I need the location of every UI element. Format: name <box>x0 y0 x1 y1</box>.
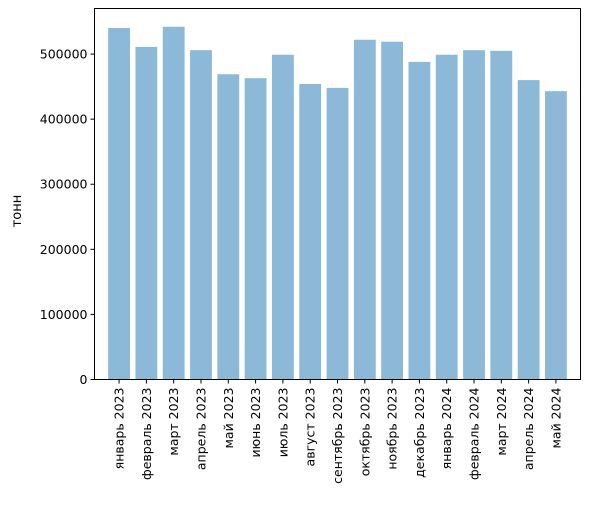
plot-frame <box>94 8 581 380</box>
x-tick-label: сентябрь 2023 <box>330 388 345 484</box>
x-axis: январь 2023 февраль 2023 март 2023 апрель 2… <box>112 379 563 484</box>
bar <box>190 50 212 380</box>
y-tick-label: 500000 <box>40 47 88 62</box>
y-tick-label: 300000 <box>40 177 88 192</box>
x-tick-label: январь 2024 <box>439 387 454 469</box>
bar <box>353 39 376 380</box>
x-tick-label: февраль 2024 <box>467 387 482 480</box>
x-tick-label: апрель 2023 <box>193 388 208 471</box>
y-axis: 0 100000 200000 300000 400000 500000 <box>40 47 95 387</box>
bar <box>108 28 130 380</box>
bar <box>299 84 322 380</box>
x-tick-label: октябрь 2023 <box>357 388 372 477</box>
x-tick-label: январь 2023 <box>112 388 127 470</box>
bar <box>490 50 513 380</box>
y-tick-label: 200000 <box>40 242 88 257</box>
x-tick-label: март 2023 <box>166 388 181 456</box>
bar <box>271 54 294 380</box>
y-tick-label: 400000 <box>40 112 88 127</box>
y-axis-label: тонн <box>10 195 25 228</box>
y-tick-label: 0 <box>80 372 88 387</box>
x-tick-label: май 2024 <box>548 387 563 448</box>
x-tick-label: март 2024 <box>494 387 509 455</box>
bar <box>381 41 404 380</box>
bar <box>162 26 185 380</box>
x-tick-label: июль 2023 <box>275 388 290 458</box>
bar <box>545 91 567 380</box>
bar <box>463 50 485 380</box>
bar <box>517 80 540 380</box>
bar <box>435 54 458 380</box>
bar <box>326 87 349 380</box>
x-tick-label: август 2023 <box>303 388 318 467</box>
bar <box>244 78 267 380</box>
x-tick-label: апрель 2024 <box>521 387 536 470</box>
bar <box>217 74 240 380</box>
x-tick-label: февраль 2023 <box>139 388 154 480</box>
bar <box>135 46 158 380</box>
x-tick-label: декабрь 2023 <box>412 388 427 478</box>
x-tick-label: ноябрь 2023 <box>385 388 400 470</box>
bars-group <box>108 26 567 380</box>
bar <box>408 61 431 380</box>
x-tick-label: май 2023 <box>221 388 236 449</box>
x-tick-label: июнь 2023 <box>248 388 263 458</box>
y-tick-label: 100000 <box>40 307 88 322</box>
